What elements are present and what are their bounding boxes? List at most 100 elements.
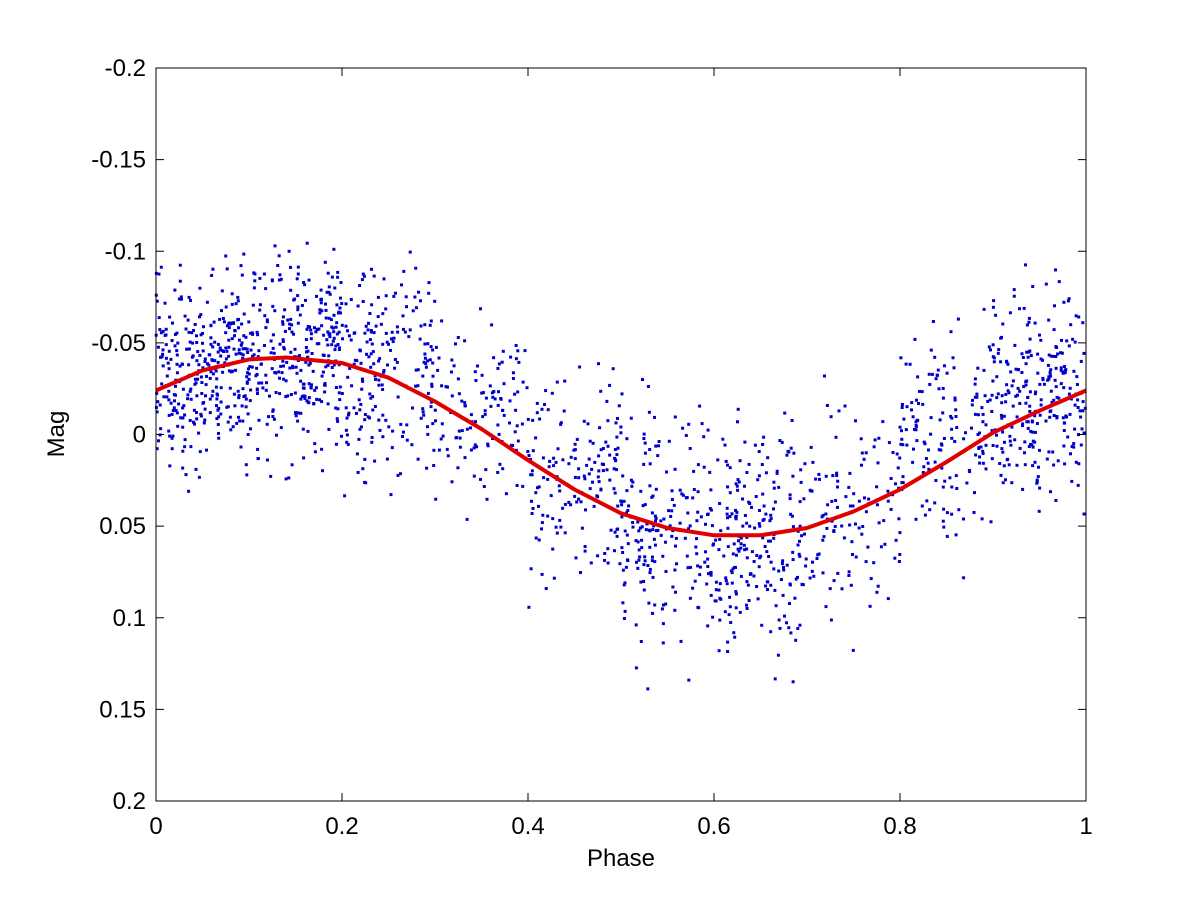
data-point — [164, 343, 168, 347]
data-point — [323, 390, 327, 394]
data-point — [718, 582, 722, 586]
data-point — [749, 572, 753, 576]
data-point — [531, 507, 535, 510]
data-point — [527, 454, 531, 457]
data-point — [646, 564, 650, 567]
data-point — [659, 519, 663, 523]
data-point — [737, 539, 740, 543]
data-point — [318, 308, 322, 312]
data-point — [161, 329, 165, 333]
data-point — [486, 444, 490, 448]
data-point — [756, 478, 760, 482]
data-point — [722, 554, 726, 558]
data-point — [304, 346, 308, 349]
data-point — [514, 357, 518, 361]
data-point — [883, 542, 887, 546]
data-point — [540, 527, 543, 531]
data-point — [294, 365, 298, 369]
x-tick-label: 0 — [149, 813, 162, 840]
data-point — [972, 511, 976, 514]
data-point — [1010, 384, 1014, 388]
data-point — [691, 496, 695, 500]
data-point — [382, 370, 386, 374]
data-point — [964, 431, 967, 435]
data-point — [679, 639, 683, 643]
data-point — [831, 474, 835, 478]
data-point — [546, 514, 550, 518]
data-point — [997, 348, 1001, 352]
data-point — [706, 565, 710, 568]
data-point — [395, 360, 399, 364]
data-point — [182, 404, 186, 408]
data-point — [913, 337, 917, 341]
data-point — [384, 294, 388, 298]
data-point — [775, 469, 779, 473]
data-point — [530, 512, 534, 515]
data-point — [304, 338, 308, 341]
data-point — [1056, 352, 1060, 356]
data-point — [1061, 416, 1065, 420]
data-point — [1047, 375, 1051, 379]
data-point — [656, 528, 660, 532]
data-point — [898, 456, 902, 460]
data-point — [759, 554, 763, 558]
data-point — [709, 488, 713, 492]
data-point — [175, 353, 179, 357]
data-point — [181, 416, 185, 420]
data-point — [513, 392, 517, 396]
data-point — [769, 517, 773, 521]
data-point — [829, 415, 833, 419]
data-point — [930, 372, 934, 376]
data-point — [363, 418, 367, 422]
data-point — [355, 452, 359, 456]
data-point — [822, 535, 826, 539]
data-point — [216, 408, 220, 412]
data-point — [1013, 343, 1017, 347]
data-point — [226, 420, 230, 424]
data-point — [271, 346, 275, 350]
data-point — [396, 330, 400, 334]
data-point — [371, 408, 375, 412]
data-point — [686, 511, 690, 515]
data-point — [260, 381, 264, 385]
data-point — [454, 342, 457, 346]
data-point — [910, 401, 914, 405]
data-point — [347, 413, 350, 417]
data-point — [546, 408, 550, 412]
data-point — [242, 252, 246, 256]
data-point — [264, 388, 268, 392]
data-point — [642, 437, 646, 440]
data-point — [650, 495, 654, 499]
data-point — [981, 420, 985, 424]
data-point — [247, 320, 251, 324]
data-point — [256, 447, 260, 451]
data-point — [717, 588, 721, 592]
data-point — [978, 461, 982, 465]
data-point — [984, 423, 988, 427]
data-point — [674, 544, 677, 548]
data-point — [218, 348, 222, 352]
data-point — [634, 666, 638, 670]
data-point — [230, 302, 234, 306]
data-point — [739, 542, 743, 546]
data-point — [504, 492, 508, 496]
data-point — [815, 557, 819, 560]
data-point — [987, 345, 991, 349]
data-point — [498, 462, 502, 466]
y-tick-label: 0.1 — [113, 605, 146, 632]
data-point — [245, 347, 249, 351]
data-point — [360, 387, 364, 391]
data-point — [574, 556, 578, 560]
data-point — [281, 340, 285, 343]
data-point — [1041, 378, 1045, 382]
data-point — [769, 583, 773, 587]
data-point — [215, 417, 219, 420]
data-point — [274, 371, 278, 375]
data-point — [159, 427, 163, 431]
data-point — [194, 467, 198, 471]
data-point — [1036, 475, 1040, 479]
data-point — [359, 402, 363, 406]
data-point — [929, 416, 933, 420]
data-point — [989, 520, 993, 524]
data-point — [190, 355, 194, 359]
